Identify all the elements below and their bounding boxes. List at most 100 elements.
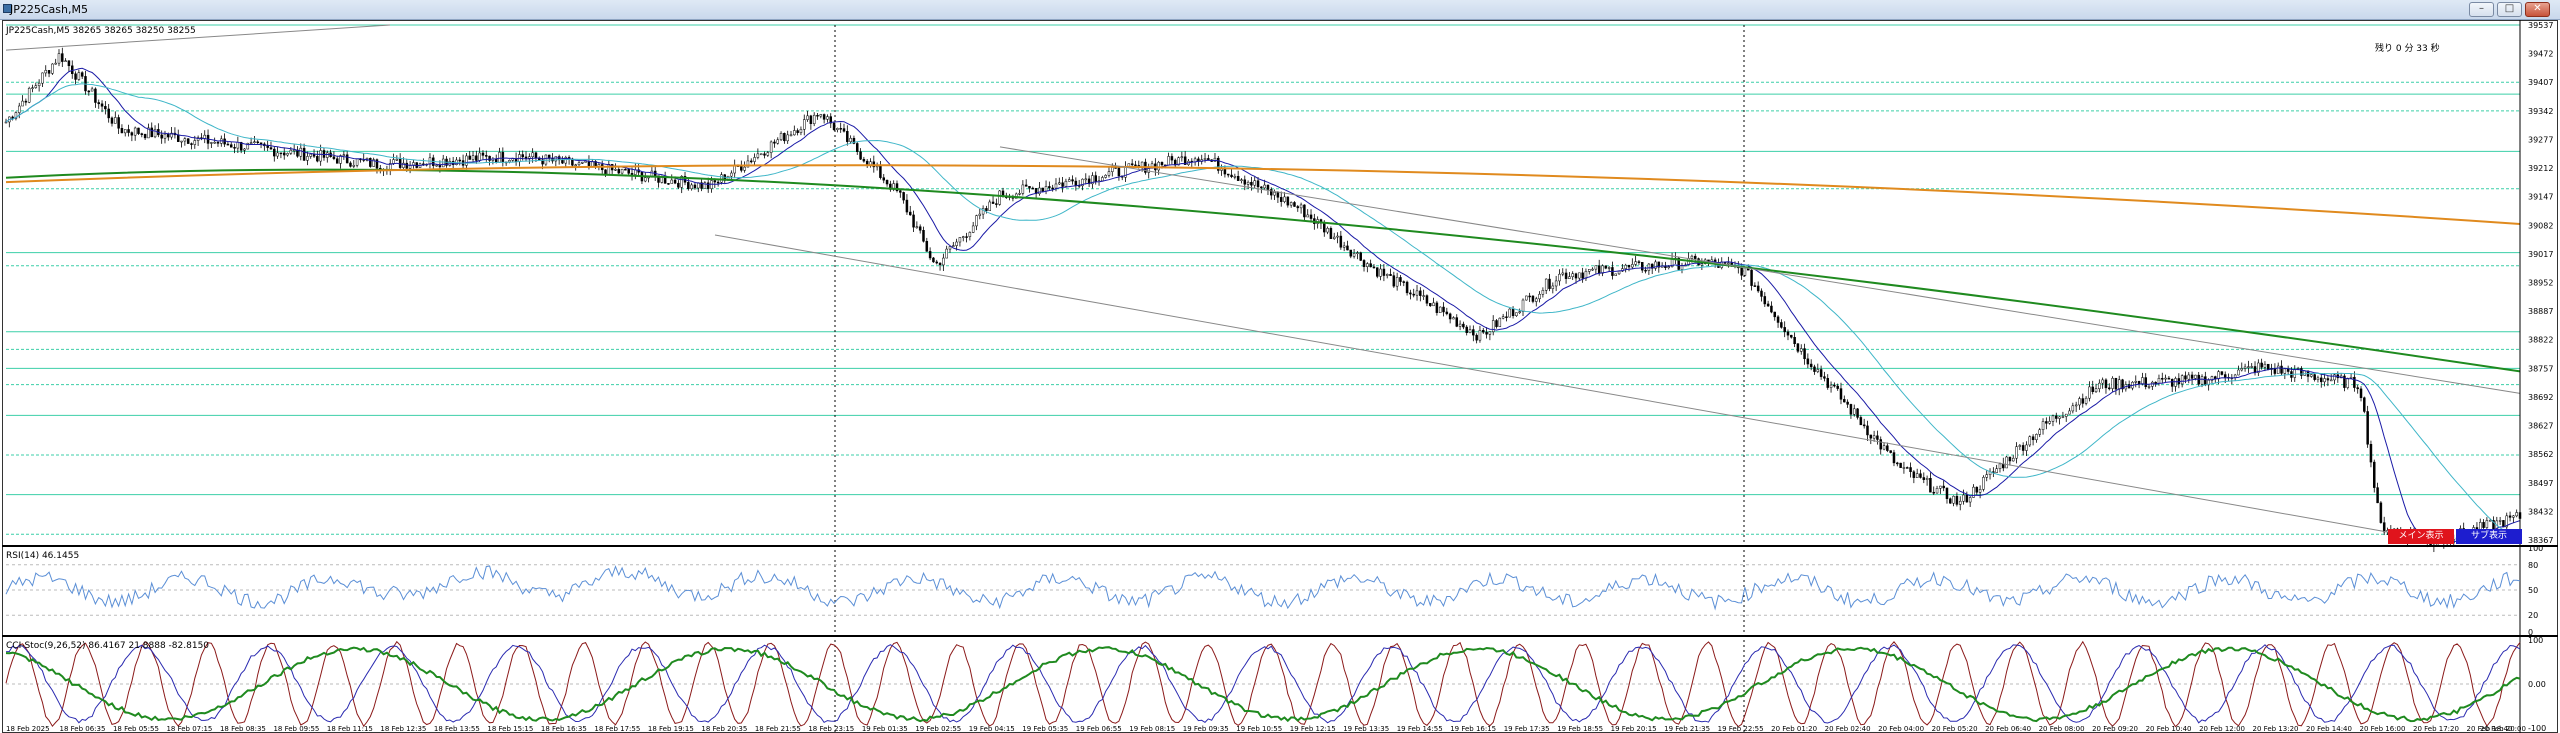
candle-body bbox=[1376, 267, 1379, 277]
candle-body bbox=[2068, 410, 2071, 415]
candle-body bbox=[2157, 378, 2161, 384]
candle-body bbox=[183, 138, 187, 142]
candle-body bbox=[1574, 273, 1578, 279]
candle-body bbox=[2220, 371, 2224, 375]
candle-body bbox=[1183, 156, 1187, 165]
candle-body bbox=[677, 182, 680, 188]
price-tick-label: 39277 bbox=[2528, 135, 2553, 144]
time-axis-label: 18 Feb 23:15 bbox=[808, 725, 854, 733]
candle-body bbox=[1942, 485, 1945, 489]
candle-body bbox=[2240, 368, 2244, 371]
candle-body bbox=[716, 181, 720, 184]
time-axis-label: 18 Feb 17:55 bbox=[594, 725, 640, 733]
candle-body bbox=[1435, 302, 1439, 313]
candle-body bbox=[541, 159, 544, 165]
candle-body bbox=[1922, 477, 1926, 480]
candle-body bbox=[763, 153, 766, 156]
candle-body bbox=[1455, 317, 1459, 327]
candle-body bbox=[2482, 522, 2485, 528]
candle-body bbox=[1203, 158, 1207, 160]
time-axis-label: 19 Feb 18:55 bbox=[1557, 725, 1603, 733]
candle-body bbox=[1631, 264, 1634, 268]
candle-body bbox=[1836, 385, 1839, 389]
candle-body bbox=[415, 162, 418, 168]
time-axis-label: 19 Feb 09:35 bbox=[1183, 725, 1229, 733]
candle-body bbox=[273, 148, 276, 157]
candle-body bbox=[1866, 425, 1869, 436]
stoch-d-line bbox=[5, 644, 2521, 724]
candle-body bbox=[309, 153, 312, 157]
candle-body bbox=[226, 143, 230, 146]
candle-body bbox=[756, 153, 760, 158]
candle-body bbox=[1349, 249, 1353, 257]
chart-window[interactable] bbox=[2, 20, 2558, 733]
candle-body bbox=[2276, 365, 2280, 374]
close-button[interactable]: ✕ bbox=[2525, 2, 2550, 17]
candle-body bbox=[1925, 478, 1929, 480]
candle-body bbox=[1958, 500, 1962, 505]
candle-body bbox=[1170, 156, 1174, 161]
candle-body bbox=[1528, 295, 1531, 298]
time-axis-label: 20 Feb 08:00 bbox=[2039, 725, 2085, 733]
candle-body bbox=[1226, 173, 1230, 176]
pane-separator-stoch[interactable] bbox=[2, 635, 2558, 637]
candle-body bbox=[2144, 377, 2147, 387]
candle-body bbox=[14, 112, 18, 119]
candle-body bbox=[1982, 477, 1985, 490]
candle-body bbox=[2250, 366, 2253, 368]
candle-body bbox=[2121, 379, 2124, 390]
candle-body bbox=[2021, 445, 2025, 451]
candle-body bbox=[246, 143, 250, 150]
candle-body bbox=[1379, 268, 1382, 277]
candle-body bbox=[44, 70, 47, 74]
candle-body bbox=[975, 215, 978, 227]
sub-display-button[interactable]: サブ表示 bbox=[2456, 529, 2522, 544]
candle-body bbox=[130, 132, 134, 136]
price-tick-label: 38952 bbox=[2528, 279, 2553, 288]
candle-body bbox=[1889, 450, 1892, 453]
candle-body bbox=[899, 190, 902, 193]
candle-body bbox=[657, 175, 660, 183]
candle-body bbox=[2508, 515, 2512, 518]
candle-body bbox=[2064, 413, 2068, 417]
candle-body bbox=[1180, 156, 1184, 159]
minimize-button[interactable]: – bbox=[2469, 2, 2494, 17]
pane-separator-rsi[interactable] bbox=[2, 545, 2558, 547]
candle-body bbox=[186, 138, 190, 144]
candle-body bbox=[1213, 157, 1217, 162]
candle-body bbox=[167, 133, 170, 138]
candle-body bbox=[938, 262, 942, 266]
candle-body bbox=[405, 162, 409, 169]
time-axis-label: 20 Feb 14:40 bbox=[2306, 725, 2352, 733]
sma-long-line bbox=[5, 164, 2521, 225]
candle-body bbox=[1657, 261, 1661, 268]
candle-body bbox=[902, 192, 905, 201]
time-axis-label: 18 Feb 2025 bbox=[6, 725, 50, 733]
candle-body bbox=[945, 248, 948, 259]
candle-body bbox=[862, 158, 866, 162]
candle-body bbox=[2333, 374, 2336, 381]
candle-body bbox=[1558, 273, 1561, 282]
candle-body bbox=[1253, 180, 1256, 186]
candle-body bbox=[41, 72, 44, 84]
candle-body bbox=[1177, 157, 1180, 166]
candle-body bbox=[481, 152, 485, 156]
candle-body bbox=[2257, 362, 2260, 373]
candle-body bbox=[137, 127, 140, 134]
candle-body bbox=[31, 87, 34, 89]
candle-body bbox=[2194, 374, 2197, 379]
candle-body bbox=[24, 100, 28, 103]
candle-body bbox=[233, 147, 236, 149]
candle-body bbox=[345, 154, 349, 164]
rsi-label: RSI(14) 46.1455 bbox=[6, 551, 80, 561]
candle-body bbox=[180, 140, 183, 143]
candle-body bbox=[826, 116, 829, 120]
maximize-button[interactable]: □ bbox=[2497, 2, 2522, 17]
main-display-button[interactable]: メイン表示 bbox=[2388, 529, 2454, 544]
candle-body bbox=[2164, 377, 2167, 380]
candle-body bbox=[819, 114, 823, 117]
time-axis-label: 20 Feb 16:00 bbox=[2360, 725, 2406, 733]
candle-body bbox=[1568, 276, 1571, 279]
candle-body bbox=[2353, 376, 2356, 388]
